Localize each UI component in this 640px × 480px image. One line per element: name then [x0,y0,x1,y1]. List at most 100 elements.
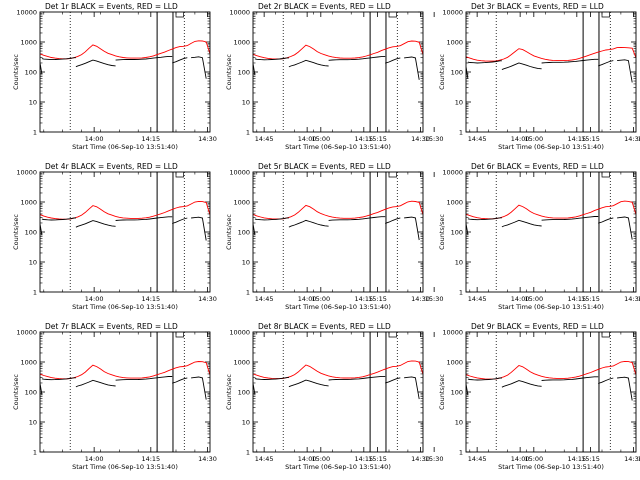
x-tick-label: 14:00 [298,295,317,303]
series-line-lld [40,200,210,220]
x-tick-label: 14:00 [85,135,104,143]
series-line-lld [40,361,210,380]
y-tick-label: 1000 [446,39,463,47]
x-tick-label: 15:15 [581,135,600,143]
y-tick-label: 10000 [16,9,37,17]
x-tick-label: 15:15 [581,455,600,463]
chart-panel-2: Det 2r BLACK = Events, RED = LLD 1 10 100 10… [225,2,640,151]
x-tick-label: 14:45 [468,455,487,463]
series-line-events [541,216,599,221]
x-tick-label: 14:00 [85,295,104,303]
x-tick-label: 15:30 [425,295,444,303]
y-tick-label: 1000 [446,359,463,367]
plot-frame [252,11,424,133]
y-tick-label: 10000 [16,169,37,177]
x-tick-label: 14:00 [511,135,530,143]
chart-title: Det 2r BLACK = Events, RED = LLD [258,2,391,11]
plot-area [40,172,210,292]
y-tick-label: 10000 [229,169,250,177]
attenuator-flag [175,172,184,178]
series-line-events [404,216,420,241]
y-tick-label: 100 [25,389,37,397]
x-tick-label: 15:00 [311,135,330,143]
x-tick-label: 14:00 [511,295,530,303]
x-axis-label: Start Time (06-Sep-10 13:51:40) [72,143,178,151]
x-tick-label: 14:15 [354,295,373,303]
x-tick-label: 14:30 [198,135,217,143]
x-tick-label: 15:15 [368,295,387,303]
x-tick-label: 14:45 [468,295,487,303]
x-tick-label: 14:15 [567,135,586,143]
chart-title: Det 4r BLACK = Events, RED = LLD [45,162,178,171]
chart-title: Det 7r BLACK = Events, RED = LLD [45,322,178,331]
y-tick-label: 1 [459,129,463,137]
series-line-events [288,59,329,68]
x-tick-label: 15:00 [311,455,330,463]
y-tick-label: 1000 [446,199,463,207]
series-line-events [328,216,386,221]
plot-area [466,332,636,452]
plot-frame [39,11,211,133]
x-tick-label: 15:15 [581,295,600,303]
series-line-events [41,377,76,381]
x-axis-label: Start Time (06-Sep-10 13:51:40) [498,303,604,311]
y-axis-label: Counts/sec [225,374,233,410]
series-line-events [172,57,188,64]
chart-title: Det 9r BLACK = Events, RED = LLD [471,322,604,331]
series-line-events [191,216,207,241]
x-tick-label: 14:30 [624,135,640,143]
series-line-events [75,220,116,228]
y-tick-label: 10000 [442,9,463,17]
y-axis-label: Counts/sec [438,54,446,90]
y-tick-label: 1000 [233,359,250,367]
y-tick-label: 100 [451,69,463,77]
series-line-events [75,379,116,388]
series-line-events [617,59,633,83]
series-line-events [467,217,502,221]
x-tick-label: 15:15 [368,455,387,463]
y-axis-label: Counts/sec [438,214,446,250]
chart-panel-7: Det 7r BLACK = Events, RED = LLD 1 10 100 10… [12,322,444,471]
series-line-events [254,57,289,61]
chart-title: Det 1r BLACK = Events, RED = LLD [45,2,178,11]
plot-frame [39,331,211,453]
plot-frame [465,171,637,293]
x-tick-label: 14:15 [141,135,160,143]
series-line-events [598,217,614,224]
y-axis-label: Counts/sec [12,54,20,90]
y-tick-label: 1 [459,289,463,297]
y-tick-label: 100 [451,389,463,397]
x-tick-label: 14:30 [411,295,430,303]
y-tick-label: 100 [25,69,37,77]
y-tick-label: 1 [33,289,37,297]
y-tick-label: 100 [238,69,250,77]
x-tick-label: 14:30 [624,455,640,463]
x-tick-label: 14:15 [141,455,160,463]
plot-area [466,172,636,292]
y-tick-label: 100 [238,389,250,397]
series-line-events [385,377,401,384]
chart-panel-3: Det 3r BLACK = Events, RED = LLD 1 10 100 10… [438,2,640,151]
y-axis-label: Counts/sec [438,374,446,410]
x-tick-label: 15:15 [368,135,387,143]
y-tick-label: 10000 [442,169,463,177]
y-tick-label: 10 [455,259,463,267]
chart-panel-5: Det 5r BLACK = Events, RED = LLD 1 10 100 10… [225,162,640,311]
x-tick-label: 14:15 [354,455,373,463]
series-line-lld [466,200,636,220]
chart-panel-1: Det 1r BLACK = Events, RED = LLD 1 10 100 10… [12,2,444,151]
series-line-events [501,380,542,388]
series-line-events [41,217,76,221]
y-tick-label: 1000 [233,199,250,207]
series-line-events [115,216,173,221]
plot-frame [39,171,211,293]
attenuator-flag [388,332,397,338]
y-tick-label: 100 [25,229,37,237]
chart-panel-4: Det 4r BLACK = Events, RED = LLD 1 10 100 10… [12,162,444,311]
plot-frame [465,331,637,453]
series-line-events [467,60,502,64]
series-line-events [385,57,401,64]
x-tick-label: 15:30 [638,135,640,143]
series-line-events [288,379,329,388]
series-line-events [541,58,599,64]
